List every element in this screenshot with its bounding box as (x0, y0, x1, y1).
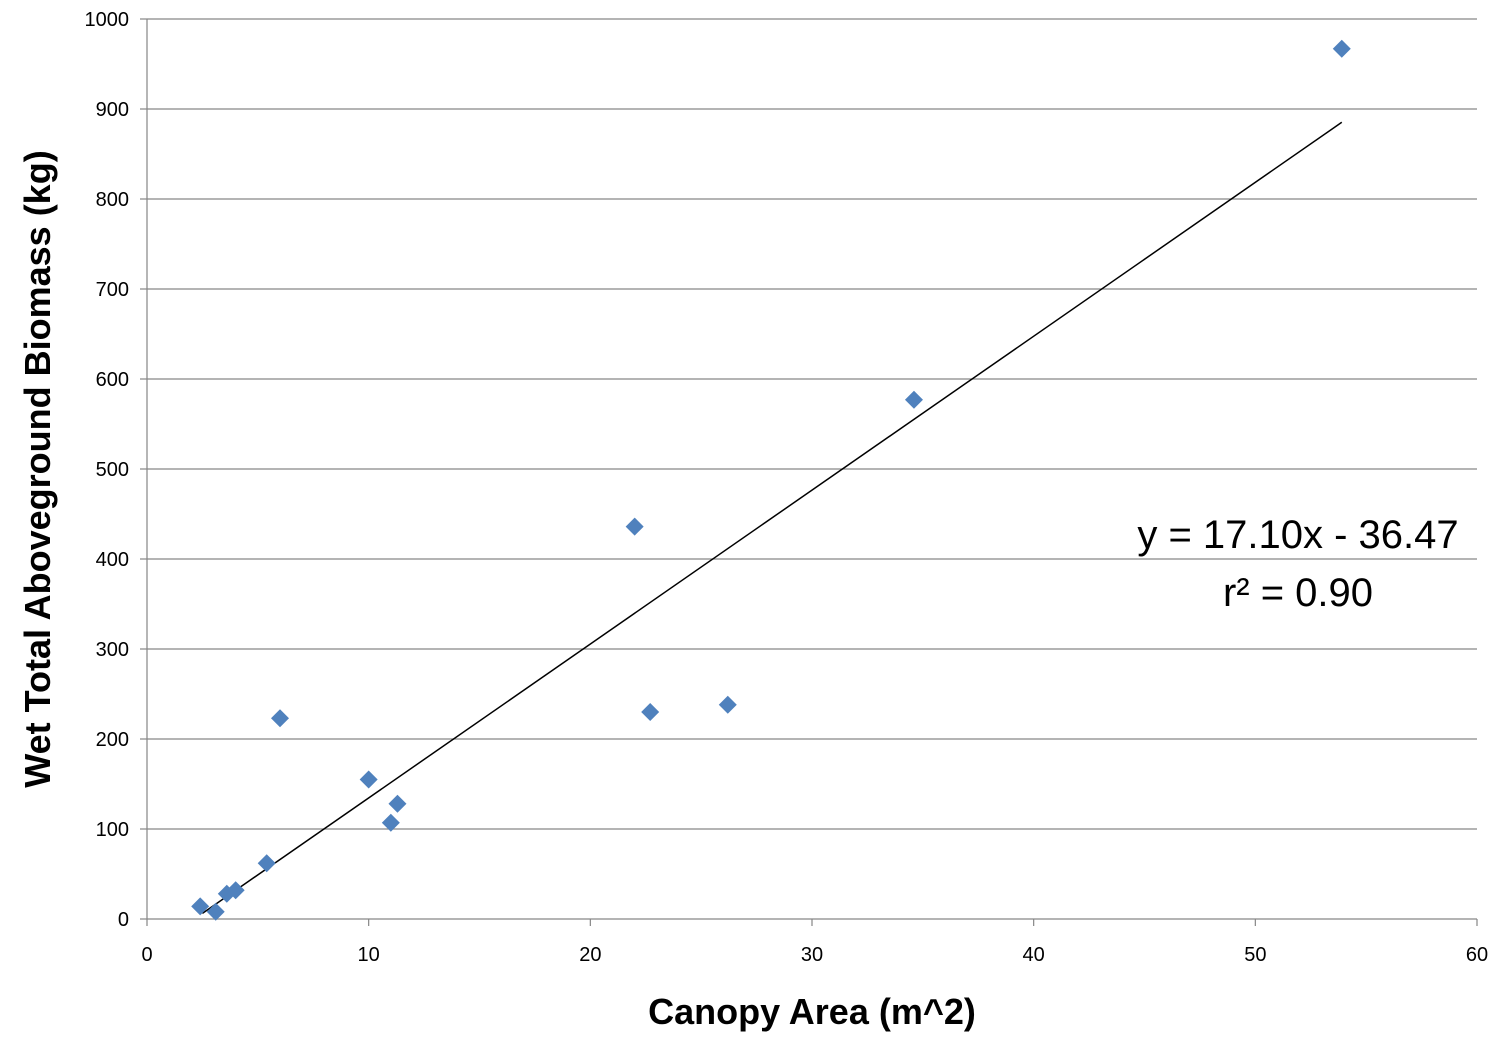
data-point-12 (904, 390, 923, 409)
data-point-11 (718, 695, 737, 714)
x-tick-label-40: 40 (1023, 944, 1045, 966)
y-axis-title: Wet Total Aboveground Biomass (kg) (17, 150, 58, 787)
y-tick-label-300: 300 (96, 639, 129, 661)
data-point-7 (381, 813, 400, 832)
x-tick-label-60: 60 (1466, 944, 1488, 966)
y-tick-label-1000: 1000 (85, 9, 130, 31)
y-tick-label-400: 400 (96, 549, 129, 571)
data-point-1 (206, 902, 225, 921)
axes (140, 18, 1478, 926)
y-tick-label-800: 800 (96, 189, 129, 211)
trendline (201, 121, 1343, 914)
y-tick-label-100: 100 (96, 819, 129, 841)
data-point-0 (191, 897, 210, 916)
x-tick-label-0: 0 (141, 944, 152, 966)
r-squared-annotation: r² = 0.90 (1223, 571, 1373, 615)
x-tick-label-50: 50 (1244, 944, 1266, 966)
gridlines (147, 18, 1477, 830)
tick-labels: 0 100 200 300 400 500 600 700 800 900 1000 0 10 20 30 4… (85, 9, 1489, 966)
equation-annotation: y = 17.10x - 36.47 (1137, 513, 1458, 557)
data-point-13 (1332, 39, 1351, 58)
data-points (191, 39, 1351, 921)
y-tick-label-500: 500 (96, 459, 129, 481)
y-tick-label-200: 200 (96, 729, 129, 751)
data-point-6 (359, 770, 378, 789)
y-tick-label-900: 900 (96, 99, 129, 121)
data-point-5 (271, 709, 289, 728)
trendline-layer (201, 121, 1343, 914)
x-axis-title: Canopy Area (m^2) (648, 991, 976, 1032)
y-tick-label-0: 0 (118, 909, 129, 931)
data-point-4 (257, 854, 276, 873)
data-point-3 (226, 881, 245, 900)
data-point-8 (388, 794, 407, 813)
x-tick-label-30: 30 (801, 944, 823, 966)
y-tick-label-600: 600 (96, 369, 129, 391)
y-tick-label-700: 700 (96, 279, 129, 301)
x-tick-label-10: 10 (358, 944, 380, 966)
x-tick-label-20: 20 (579, 944, 601, 966)
data-point-10 (641, 703, 660, 721)
data-point-9 (625, 517, 644, 536)
